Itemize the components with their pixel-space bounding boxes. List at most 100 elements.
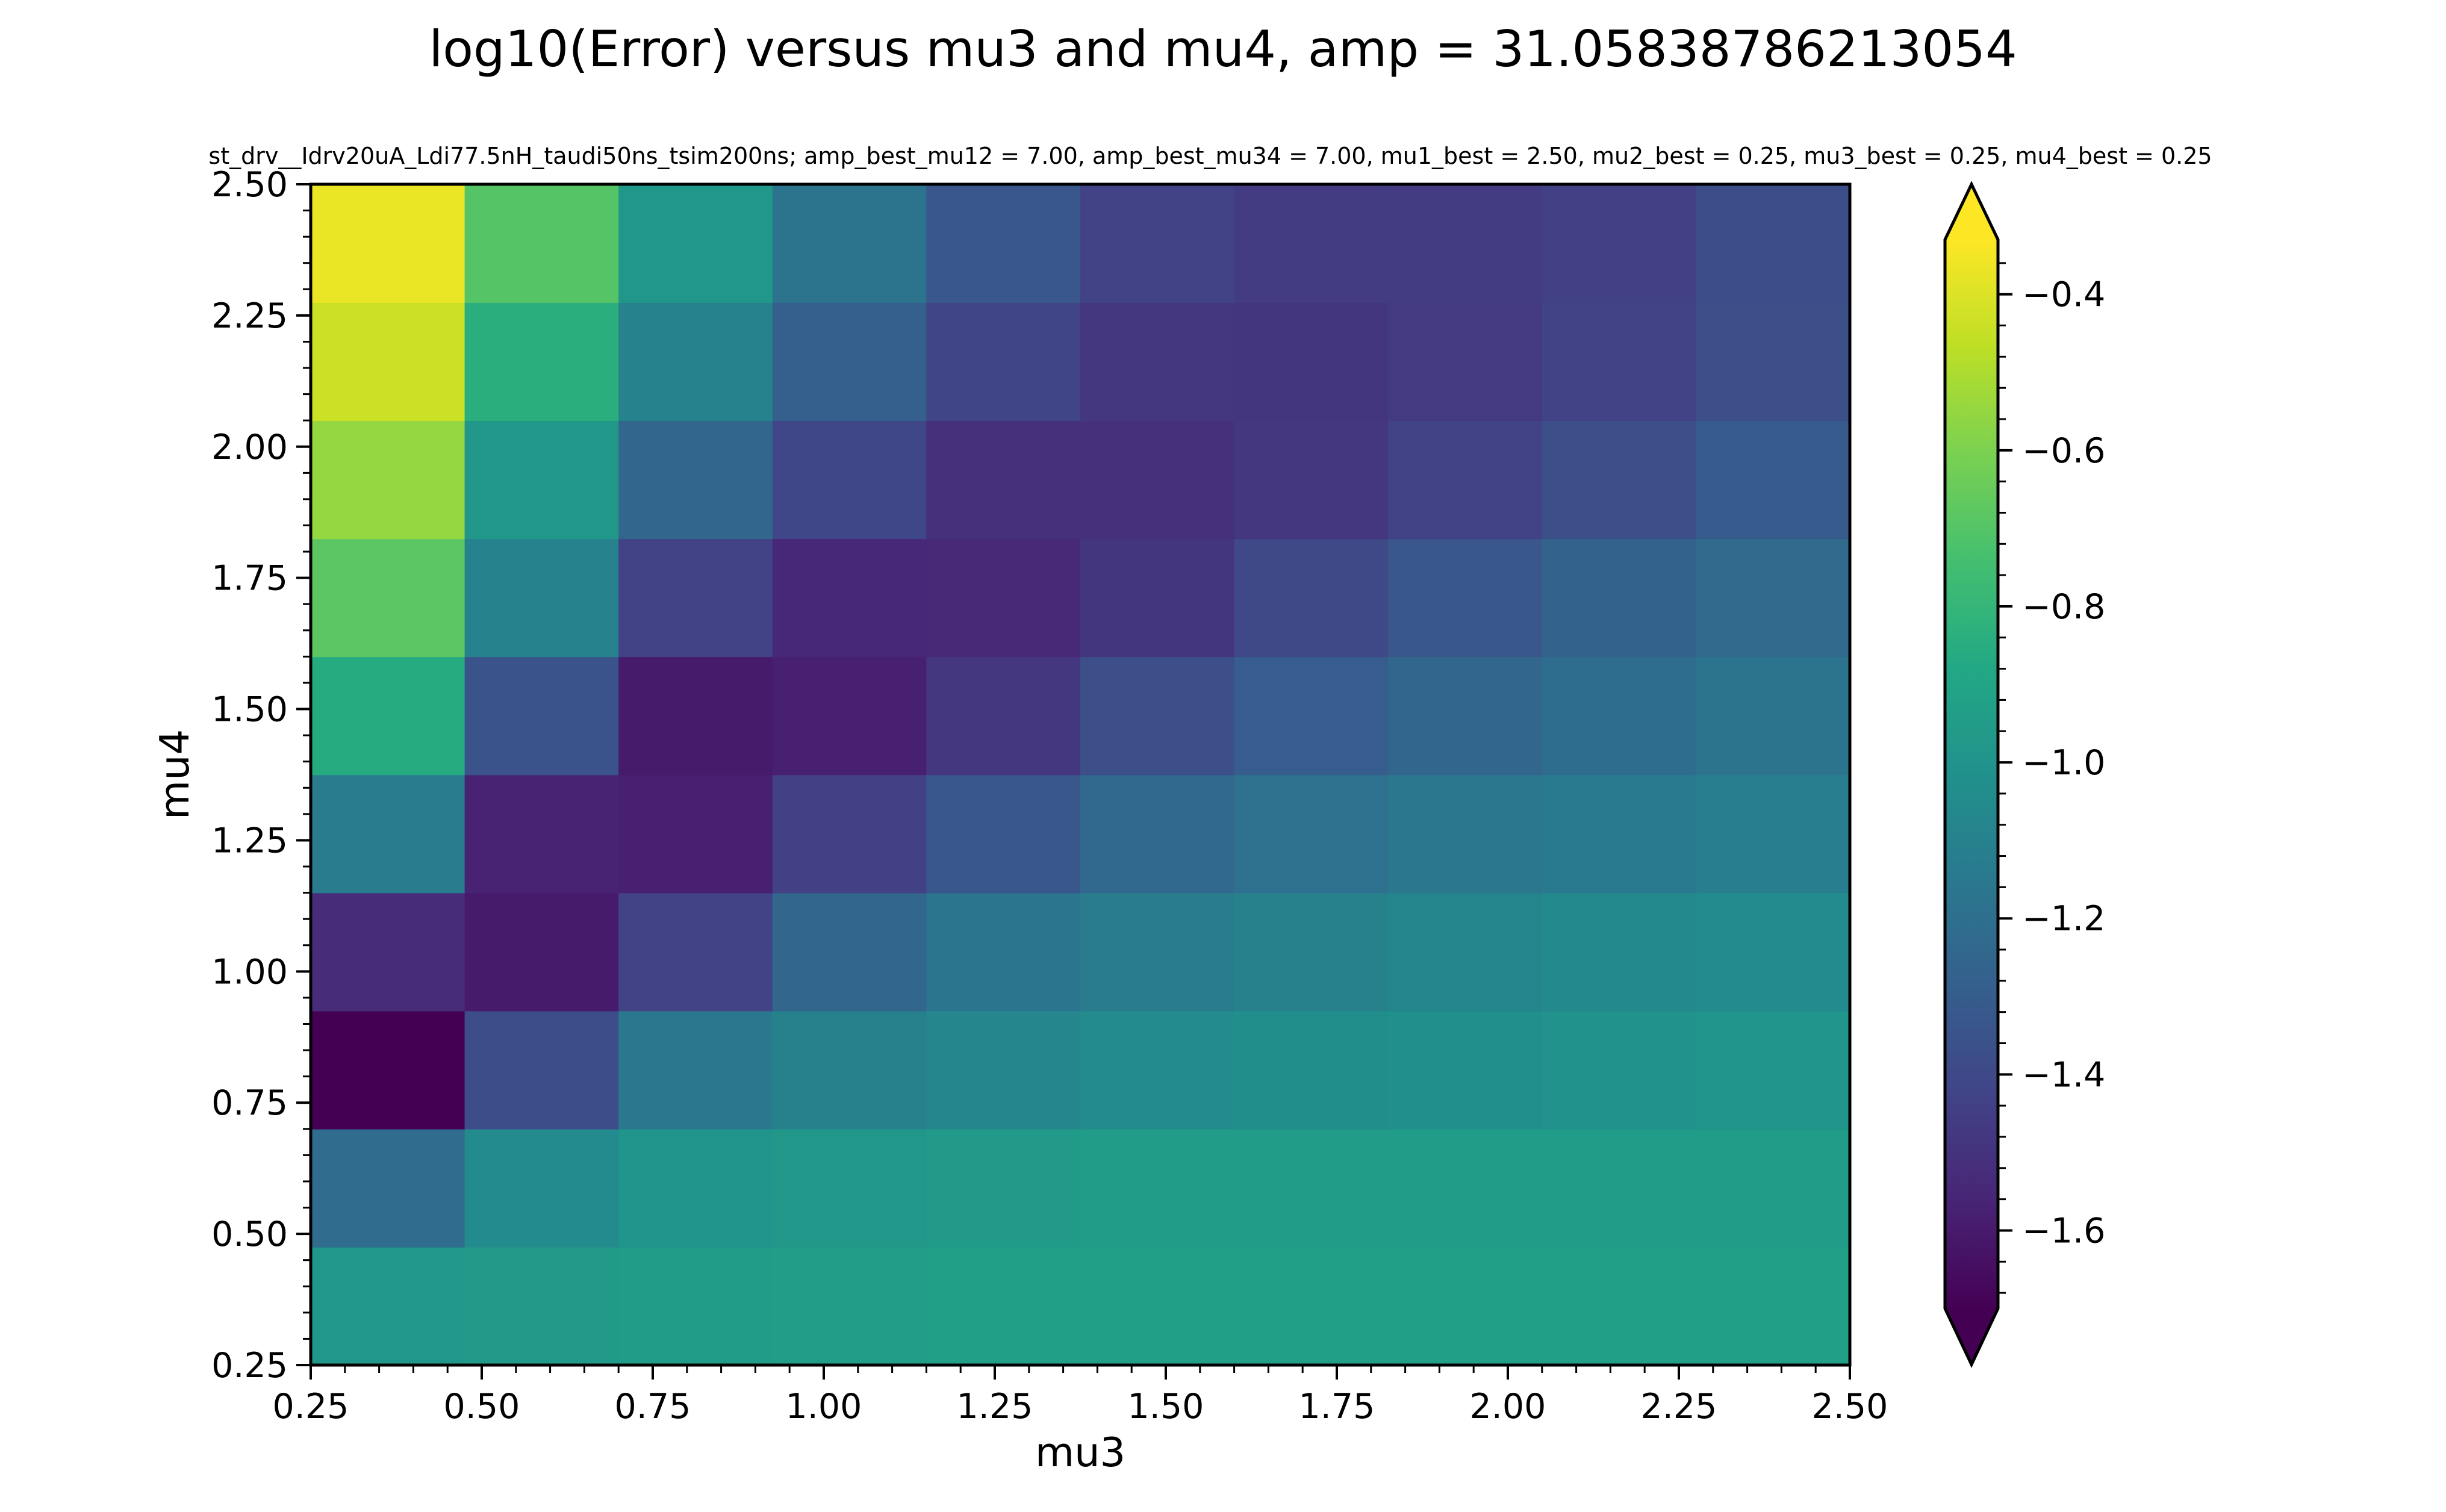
- heatmap-cell: [772, 774, 927, 894]
- x-tick-label: 1.75: [1299, 1387, 1375, 1426]
- heatmap-cell: [1388, 774, 1543, 894]
- heatmap-cell: [1080, 420, 1235, 540]
- heatmap-cell: [1234, 1010, 1389, 1130]
- heatmap-cell: [926, 1246, 1081, 1366]
- heatmap-cell: [1696, 656, 1850, 776]
- heatmap-cell: [1542, 538, 1697, 658]
- heatmap-cell: [311, 184, 465, 303]
- heatmap-cell: [1080, 656, 1235, 776]
- heatmap-cell: [1234, 302, 1389, 421]
- heatmap-cell: [926, 1010, 1081, 1130]
- heatmap-cell: [618, 1246, 773, 1366]
- heatmap-cell: [618, 420, 773, 540]
- heatmap-cell: [618, 656, 773, 776]
- heatmap-cell: [1542, 656, 1697, 776]
- heatmap-cell: [1388, 1010, 1543, 1130]
- colorbar-tick-label: −0.8: [2022, 587, 2105, 627]
- heatmap-cell: [1080, 184, 1235, 303]
- heatmap-cell: [311, 1246, 465, 1366]
- heatmap-cell: [772, 302, 927, 421]
- heatmap-cell: [311, 656, 465, 776]
- x-tick-label: 1.50: [1128, 1387, 1204, 1426]
- heatmap-cell: [1080, 302, 1235, 421]
- x-axis-label: mu3: [1035, 1429, 1125, 1476]
- chart-subtitle: st_drv__Idrv20uA_Ldi77.5nH_taudi50ns_tsi…: [208, 143, 2212, 169]
- x-tick-label: 1.25: [957, 1387, 1033, 1426]
- heatmap-cell: [926, 420, 1081, 540]
- heatmap-cell: [1234, 420, 1389, 540]
- heatmap-cell: [1234, 892, 1389, 1012]
- heatmap-cell: [311, 302, 465, 421]
- heatmap-cell: [618, 184, 773, 303]
- x-tick-label: 2.00: [1470, 1387, 1546, 1426]
- heatmap-cell: [1542, 1128, 1697, 1248]
- y-tick-label: 0.25: [211, 1346, 288, 1386]
- heatmap-cell: [1542, 1246, 1697, 1366]
- heatmap-cell: [311, 538, 465, 658]
- colorbar-tick-label: −1.6: [2022, 1211, 2105, 1251]
- colorbar-tick-label: −1.4: [2022, 1055, 2105, 1095]
- heatmap-cell: [926, 656, 1081, 776]
- heatmap-cell: [1696, 1246, 1850, 1366]
- heatmap-cell: [618, 302, 773, 421]
- heatmap-cell: [772, 656, 927, 776]
- heatmap-cell: [464, 1010, 619, 1130]
- heatmap-cells: [311, 184, 1850, 1366]
- x-tick-label: 2.50: [1812, 1387, 1888, 1426]
- heatmap-cell: [1080, 1010, 1235, 1130]
- heatmap-cell: [311, 892, 465, 1012]
- heatmap-cell: [1234, 184, 1389, 303]
- y-axis-ticks: 0.25 0.50 0.75 1.00 1.25 1.50 1.75 2.00 2.25 2.50: [211, 165, 311, 1386]
- plot-frame: [309, 182, 1852, 1367]
- heatmap-cell: [1388, 538, 1543, 658]
- colorbar-tick-label: −0.4: [2022, 275, 2105, 315]
- y-tick-label: 2.00: [211, 428, 288, 467]
- colorbar-extend-bottom: [1945, 1308, 1998, 1364]
- heatmap-cell: [1234, 1128, 1389, 1248]
- heatmap-cell: [772, 1010, 927, 1130]
- heatmap-cell: [1080, 892, 1235, 1012]
- x-tick-label: 0.50: [444, 1387, 520, 1426]
- y-axis-label: mu4: [151, 729, 198, 820]
- heatmap-cell: [926, 184, 1081, 303]
- heatmap-cell: [772, 184, 927, 303]
- heatmap-cell: [311, 1128, 465, 1248]
- heatmap-cell: [1080, 774, 1235, 894]
- heatmap-cell: [1542, 302, 1697, 421]
- heatmap-cell: [1080, 1246, 1235, 1366]
- heatmap-cell: [1542, 774, 1697, 894]
- heatmap-cell: [1388, 1246, 1543, 1366]
- colorbar-tick-label: −1.2: [2022, 899, 2105, 939]
- y-tick-label: 1.25: [211, 821, 288, 860]
- heatmap-cell: [1388, 420, 1543, 540]
- heatmap-cell: [1388, 892, 1543, 1012]
- heatmap-cell: [772, 420, 927, 540]
- heatmap-cell: [926, 892, 1081, 1012]
- heatmap-cell: [1234, 774, 1389, 894]
- heatmap-cell: [464, 892, 619, 1012]
- heatmap-cell: [1388, 656, 1543, 776]
- y-tick-label: 0.75: [211, 1083, 288, 1123]
- heatmap-cell: [311, 420, 465, 540]
- colorbar-tick-label: −1.0: [2022, 743, 2105, 783]
- chart-title: log10(Error) versus mu3 and mu4, amp = 3…: [429, 20, 2017, 78]
- heatmap-cell: [1388, 1128, 1543, 1248]
- heatmap-cell: [1542, 184, 1697, 303]
- x-axis-ticks: 0.25 0.50 0.75 1.00 1.25 1.50 1.75 2.00 2.25 2.50: [273, 1365, 1888, 1426]
- y-tick-label: 1.50: [211, 690, 288, 730]
- heatmap-cell: [464, 1246, 619, 1366]
- heatmap-cell: [772, 1246, 927, 1366]
- heatmap-cell: [1696, 1128, 1850, 1248]
- colorbar-outline: [1943, 181, 2000, 1368]
- heatmap-cell: [1542, 1010, 1697, 1130]
- heatmap-cell: [1080, 1128, 1235, 1248]
- heatmap-cell: [1234, 1246, 1389, 1366]
- x-tick-label: 0.25: [273, 1387, 349, 1426]
- heatmap-cell: [618, 538, 773, 658]
- y-tick-label: 1.75: [211, 559, 288, 599]
- colorbar-tick-label: −0.6: [2022, 431, 2105, 471]
- heatmap-cell: [926, 302, 1081, 421]
- heatmap-cell: [618, 774, 773, 894]
- heatmap-cell: [1388, 302, 1543, 421]
